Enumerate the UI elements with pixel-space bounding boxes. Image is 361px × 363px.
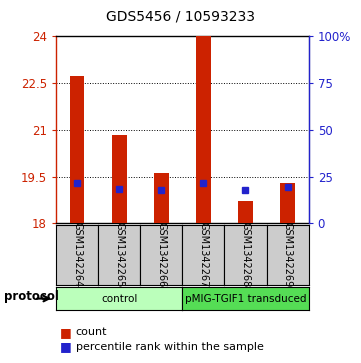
Text: count: count [76,327,107,337]
Bar [154,174,169,223]
Text: GSM1342266: GSM1342266 [156,223,166,287]
Text: GSM1342264: GSM1342264 [72,223,82,287]
Text: pMIG-TGIF1 transduced: pMIG-TGIF1 transduced [185,294,306,303]
Text: control: control [101,294,137,303]
Text: protocol: protocol [4,290,58,303]
Text: ■: ■ [60,326,71,339]
Text: GSM1342269: GSM1342269 [283,223,293,287]
Text: GDS5456 / 10593233: GDS5456 / 10593233 [106,9,255,23]
Bar [112,135,126,223]
Bar [196,36,211,223]
Text: ■: ■ [60,340,71,353]
Text: GSM1342267: GSM1342267 [198,222,208,288]
Bar [238,201,253,223]
Bar [280,183,295,223]
Text: GSM1342268: GSM1342268 [240,223,251,287]
Text: GSM1342265: GSM1342265 [114,222,124,288]
Text: percentile rank within the sample: percentile rank within the sample [76,342,264,352]
Bar [70,76,84,223]
